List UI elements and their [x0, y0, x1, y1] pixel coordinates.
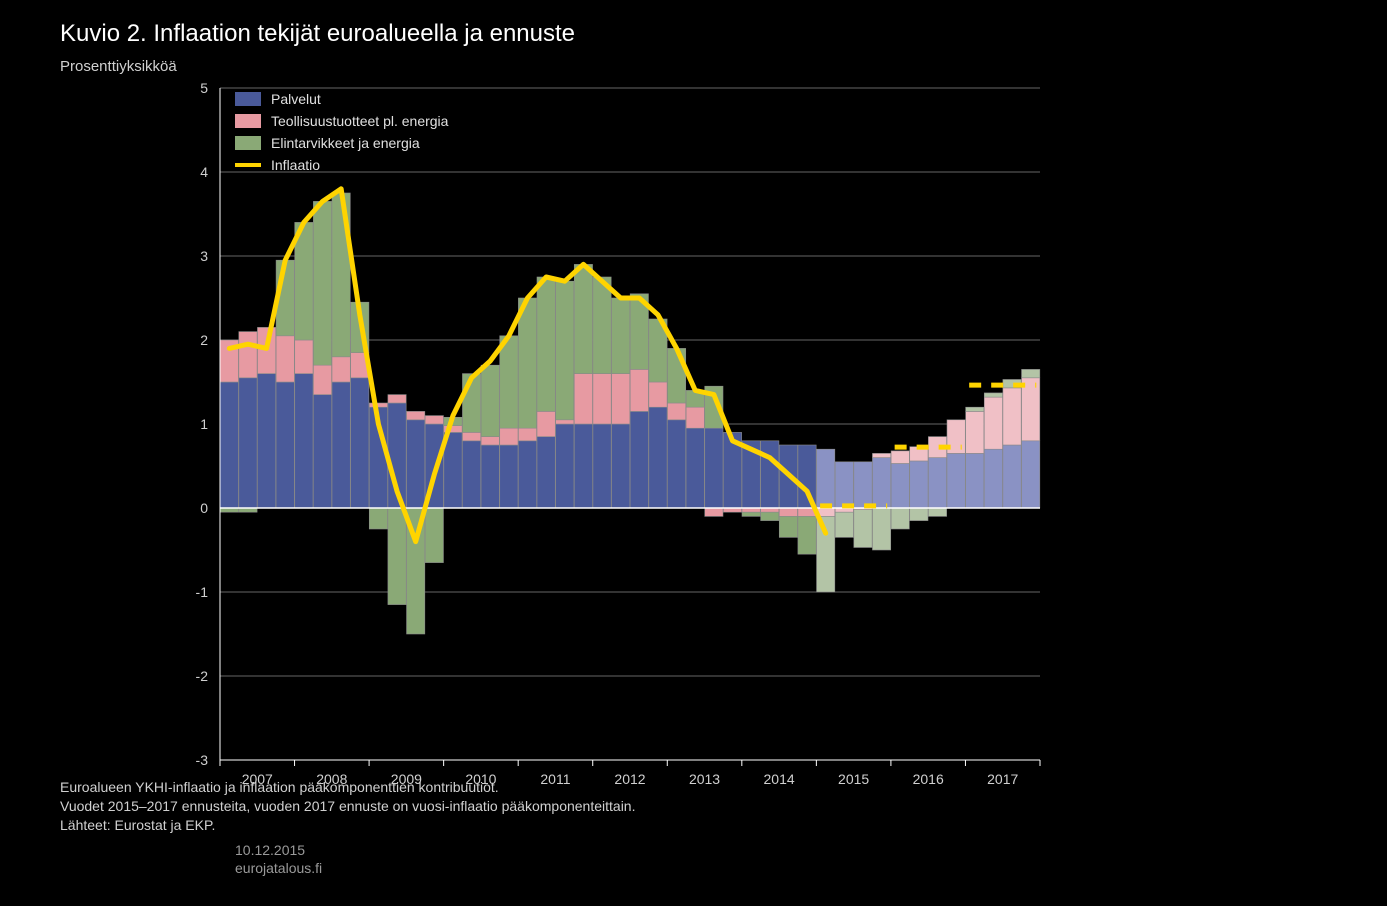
footnote-line: Lähteet: Eurostat ja EKP. — [60, 816, 635, 835]
svg-text:2014: 2014 — [764, 771, 795, 787]
footnote-line: Euroalueen YKHI-inflaatio ja inflaation … — [60, 778, 635, 797]
svg-text:-3: -3 — [196, 752, 209, 768]
svg-text:4: 4 — [200, 164, 208, 180]
footnote-line: Vuodet 2015–2017 ennusteita, vuoden 2017… — [60, 797, 635, 816]
chart-canvas: -3-2-10123452007200820092010201120122013… — [0, 0, 1387, 906]
svg-text:0: 0 — [200, 500, 208, 516]
svg-text:5: 5 — [200, 80, 208, 96]
svg-text:1: 1 — [200, 416, 208, 432]
svg-text:2016: 2016 — [913, 771, 944, 787]
svg-text:-2: -2 — [196, 668, 209, 684]
svg-text:2017: 2017 — [987, 771, 1018, 787]
footer-date: 10.12.2015 — [235, 842, 305, 858]
footer-site: eurojatalous.fi — [235, 860, 322, 876]
svg-text:2015: 2015 — [838, 771, 869, 787]
svg-text:2013: 2013 — [689, 771, 720, 787]
footnote: Euroalueen YKHI-inflaatio ja inflaation … — [60, 778, 635, 835]
svg-text:3: 3 — [200, 248, 208, 264]
svg-text:-1: -1 — [196, 584, 209, 600]
svg-text:2: 2 — [200, 332, 208, 348]
